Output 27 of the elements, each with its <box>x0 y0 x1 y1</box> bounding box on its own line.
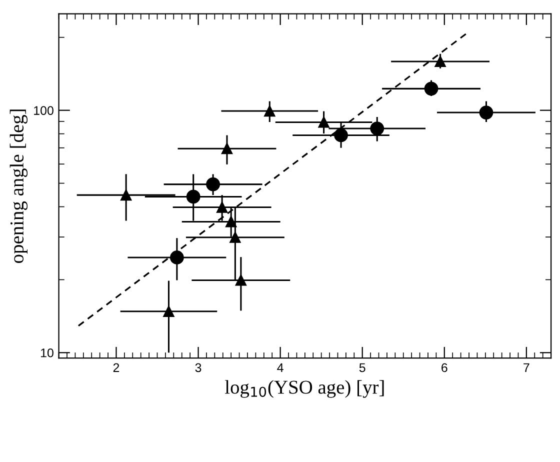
x-tick-label: 2 <box>113 363 120 372</box>
point <box>370 122 384 136</box>
point <box>318 116 330 128</box>
point <box>264 105 276 117</box>
point <box>235 274 246 286</box>
point <box>424 82 438 96</box>
point <box>434 56 446 68</box>
point <box>170 250 184 264</box>
point <box>230 232 241 243</box>
x-tick-label: 4 <box>277 363 284 372</box>
y-axis-title: opening angle [deg] <box>10 110 28 263</box>
point <box>226 216 237 228</box>
point <box>163 306 174 317</box>
point <box>186 190 200 204</box>
x-tick-label: 5 <box>359 363 366 372</box>
x-tick-label: 7 <box>524 363 530 372</box>
point <box>221 143 233 154</box>
y-tick-label: 100 <box>34 106 54 115</box>
x-tick-label: 3 <box>195 363 202 372</box>
point <box>334 128 348 142</box>
point <box>120 189 132 201</box>
y-tick-label: 10 <box>40 348 54 358</box>
x-axis-title: log$_{10}$(YSO age) [yr] <box>225 380 384 398</box>
point <box>216 202 228 213</box>
point <box>479 106 494 120</box>
point <box>206 177 220 192</box>
x-tick-label: 6 <box>442 363 448 372</box>
